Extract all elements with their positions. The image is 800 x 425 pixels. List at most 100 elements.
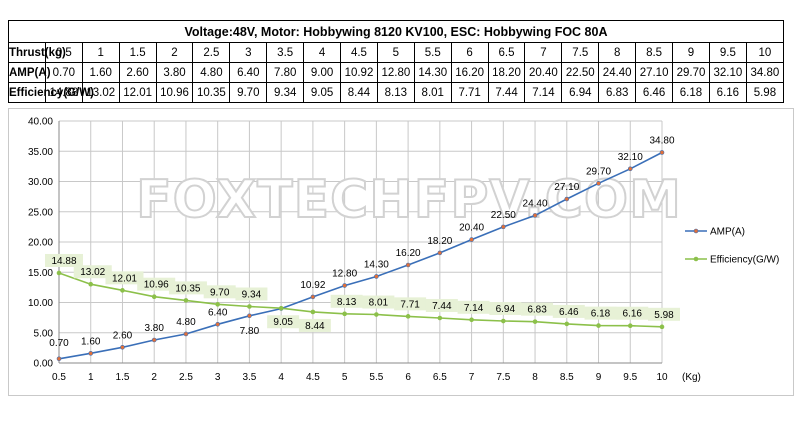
legend-label: Efficiency(G/W) bbox=[710, 255, 779, 266]
efficiency-data-label: 9.34 bbox=[242, 289, 262, 300]
series-line-1 bbox=[58, 272, 663, 328]
x-tick-label: 3.5 bbox=[242, 372, 256, 383]
spec-table-body: Voltage:48V, Motor: Hobbywing 8120 KV100… bbox=[8, 20, 785, 103]
table-cell: 3.5 bbox=[266, 42, 305, 63]
table-cell: 4.80 bbox=[192, 62, 231, 83]
y-tick-label: 30.00 bbox=[28, 177, 53, 188]
x-tick-label: 8 bbox=[532, 372, 538, 383]
efficiency-label-background bbox=[235, 287, 268, 301]
efficiency-data-label: 14.88 bbox=[51, 256, 76, 267]
table-cell: 6.83 bbox=[598, 82, 637, 103]
data-point bbox=[215, 321, 220, 327]
table-cell: 8.01 bbox=[413, 82, 452, 103]
x-tick-label: 10 bbox=[656, 372, 668, 383]
amp-data-label: 2.60 bbox=[113, 330, 133, 341]
table-cell: 4 bbox=[303, 42, 342, 63]
data-point bbox=[183, 331, 189, 337]
amp-data-label: 16.20 bbox=[396, 248, 421, 259]
table-cell: 2.5 bbox=[192, 42, 231, 63]
row-label: AMP(A) bbox=[8, 62, 51, 83]
data-point bbox=[501, 224, 506, 230]
efficiency-data-label: 10.96 bbox=[144, 280, 169, 291]
efficiency-data-label: 6.83 bbox=[527, 305, 547, 316]
table-cell: 10.96 bbox=[155, 82, 194, 103]
y-tick-label: 35.00 bbox=[28, 147, 53, 158]
table-cell: 4.5 bbox=[340, 42, 378, 63]
table-cell: 16.20 bbox=[450, 62, 489, 83]
data-point bbox=[88, 281, 94, 287]
data-point bbox=[627, 323, 633, 329]
efficiency-label-background bbox=[45, 253, 83, 267]
amp-data-label: 6.40 bbox=[208, 307, 228, 318]
table-cell: 3 bbox=[229, 42, 268, 63]
amp-data-label: 34.80 bbox=[649, 135, 674, 146]
table-cell: 12.80 bbox=[376, 62, 415, 83]
amp-row: AMP(A) 0.70 1.60 2.60 3.80 4.80 6.40 7.80 9.00 10… bbox=[8, 62, 785, 83]
table-cell: 10 bbox=[745, 42, 785, 63]
x-tick-label: 7 bbox=[469, 372, 475, 383]
data-point bbox=[469, 317, 474, 323]
table-cell: 1 bbox=[81, 42, 120, 63]
data-point bbox=[120, 288, 125, 293]
table-cell: 6 bbox=[450, 42, 489, 63]
table-cell: 20.40 bbox=[524, 62, 563, 83]
data-point bbox=[183, 298, 189, 303]
series-lines bbox=[56, 150, 665, 362]
amp-data-label: 12.80 bbox=[332, 269, 357, 280]
y-tick-label: 25.00 bbox=[28, 207, 53, 218]
data-point bbox=[627, 166, 633, 172]
table-cell: 6.18 bbox=[672, 82, 710, 103]
amp-data-label: 18.20 bbox=[427, 236, 452, 247]
table-cell: 8.44 bbox=[340, 82, 378, 103]
data-point bbox=[88, 351, 94, 356]
amp-data-label: 27.10 bbox=[554, 182, 579, 193]
table-cell: 24.40 bbox=[598, 62, 637, 83]
efficiency-data-label: 7.71 bbox=[400, 299, 420, 310]
table-cell: 6.40 bbox=[229, 62, 268, 83]
x-tick-label: 6 bbox=[405, 372, 411, 383]
efficiency-label-background bbox=[521, 302, 554, 316]
y-tick-label: 0.00 bbox=[34, 359, 54, 370]
amp-data-label: 1.60 bbox=[81, 336, 101, 347]
table-cell: 7.80 bbox=[266, 62, 305, 83]
x-tick-label: 8.5 bbox=[560, 372, 574, 383]
amp-data-label: 10.92 bbox=[300, 280, 325, 291]
watermark: FOXTECHFPV.COM bbox=[136, 170, 682, 230]
data-point bbox=[278, 305, 284, 311]
amp-data-label: 24.40 bbox=[523, 198, 548, 209]
table-cell: 22.50 bbox=[561, 62, 600, 83]
data-point bbox=[151, 337, 157, 343]
data-point bbox=[151, 294, 157, 299]
efficiency-data-label: 9.05 bbox=[273, 317, 293, 328]
amp-data-label: 29.70 bbox=[586, 166, 611, 177]
data-point bbox=[247, 304, 252, 309]
x-tick-label: 7.5 bbox=[496, 372, 510, 383]
table-cell: 14.88 bbox=[44, 82, 83, 103]
data-point bbox=[437, 315, 443, 321]
legend-label: AMP(A) bbox=[710, 227, 745, 238]
amp-data-label: 3.80 bbox=[144, 323, 164, 334]
amp-data-label: 4.80 bbox=[176, 317, 196, 328]
table-cell: 10.92 bbox=[340, 62, 378, 83]
efficiency-data-label: 6.18 bbox=[591, 309, 611, 320]
table-cell: 1.60 bbox=[81, 62, 120, 83]
efficiency-data-label: 8.01 bbox=[369, 298, 389, 309]
data-point bbox=[310, 309, 316, 315]
table-cell: 10.35 bbox=[192, 82, 231, 103]
efficiency-label-background bbox=[362, 295, 395, 309]
efficiency-data-label: 8.13 bbox=[337, 297, 357, 308]
data-point bbox=[532, 213, 538, 218]
legend-marker bbox=[693, 256, 699, 262]
amp-data-label: 0.70 bbox=[49, 338, 69, 349]
efficiency-data-label: 5.98 bbox=[654, 310, 674, 321]
thrust-row: Thrust(kg) 0.5 1 1.5 2 2.5 3 3.5 4 4.5 5 5.5 6 6.5 7 7.… bbox=[8, 42, 785, 63]
table-cell: 9.5 bbox=[708, 42, 747, 63]
efficiency-data-label: 8.44 bbox=[305, 321, 325, 332]
table-cell: 8.5 bbox=[635, 42, 674, 63]
table-cell: 34.80 bbox=[745, 62, 785, 83]
title-row: Voltage:48V, Motor: Hobbywing 8120 KV100… bbox=[8, 20, 784, 43]
data-point bbox=[501, 318, 506, 324]
table-cell: 7.71 bbox=[450, 82, 489, 103]
data-point bbox=[310, 294, 316, 300]
efficiency-label-background bbox=[394, 297, 427, 311]
